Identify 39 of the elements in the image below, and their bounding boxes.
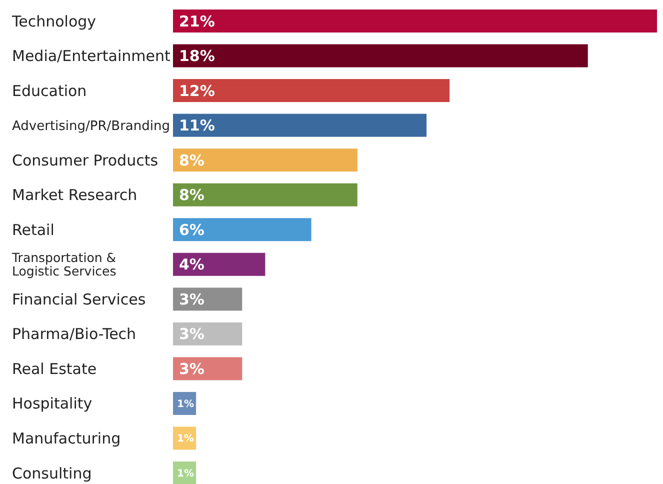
y-tick-label: Financial Services xyxy=(12,290,146,308)
y-tick-label: Advertising/PR/Branding xyxy=(12,118,170,134)
data-label: 1% xyxy=(177,468,194,480)
y-tick-label: Real Estate xyxy=(12,360,97,378)
data-label: 3% xyxy=(179,325,204,344)
data-label: 18% xyxy=(179,47,215,66)
data-label: 6% xyxy=(179,220,204,239)
bar xyxy=(173,114,427,137)
y-tick-label: Consumer Products xyxy=(12,151,158,170)
bar xyxy=(173,148,358,172)
bar xyxy=(173,252,266,276)
data-label: 8% xyxy=(179,151,204,170)
data-label: 12% xyxy=(179,82,215,100)
bar xyxy=(173,44,588,68)
y-tick-label: Technology xyxy=(11,12,96,30)
y-tick-label: Manufacturing xyxy=(12,429,121,448)
bar xyxy=(173,357,242,380)
data-label: 4% xyxy=(179,256,204,274)
y-tick-label: Consulting xyxy=(12,464,92,482)
data-label: 1% xyxy=(177,434,194,445)
data-label: 1% xyxy=(177,398,194,410)
data-label: 8% xyxy=(179,186,204,204)
bar xyxy=(173,288,242,311)
data-label: 11% xyxy=(179,116,215,135)
bar xyxy=(173,79,450,102)
y-tick-label: Education xyxy=(12,82,87,100)
bar xyxy=(173,218,312,242)
y-tick-label: Market Research xyxy=(12,186,138,204)
bar xyxy=(173,183,358,206)
y-tick-label: Transportation & Logistic Services xyxy=(11,250,116,279)
y-tick-label: Media/Entertainment xyxy=(12,47,170,66)
data-label: 3% xyxy=(179,360,204,378)
data-label: 3% xyxy=(179,290,204,308)
y-tick-label: Retail xyxy=(12,220,54,239)
bar xyxy=(173,322,242,346)
data-label: 21% xyxy=(179,12,215,30)
y-tick-label: Pharma/Bio-Tech xyxy=(12,325,136,344)
y-tick-label: Hospitality xyxy=(12,394,92,413)
bar xyxy=(173,10,657,32)
